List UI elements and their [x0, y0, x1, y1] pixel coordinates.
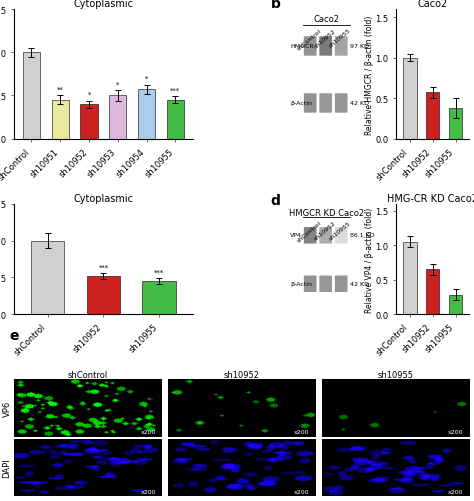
Text: **: ** — [57, 86, 64, 92]
Text: x200: x200 — [141, 488, 156, 493]
Text: x200: x200 — [141, 429, 156, 434]
Bar — [23, 53, 40, 139]
Bar — [403, 59, 417, 139]
Text: *: * — [145, 76, 148, 82]
Text: d: d — [271, 193, 281, 207]
Title: Cytoplasmic: Cytoplasmic — [73, 194, 134, 204]
Bar — [81, 105, 98, 139]
Bar — [31, 241, 64, 315]
Bar — [138, 90, 155, 139]
Y-axis label: Relative HMGCR / β-actin (fold): Relative HMGCR / β-actin (fold) — [365, 15, 374, 134]
Text: shControl: shControl — [296, 28, 323, 51]
Text: 86.1 KD: 86.1 KD — [350, 233, 375, 238]
Y-axis label: VP6: VP6 — [2, 400, 11, 416]
Bar — [426, 270, 439, 315]
Y-axis label: DAPI: DAPI — [2, 457, 11, 477]
Text: VP4: VP4 — [290, 233, 302, 238]
FancyBboxPatch shape — [319, 276, 332, 293]
Text: HMGCR: HMGCR — [290, 44, 314, 49]
Bar — [449, 109, 463, 139]
Text: sh10955: sh10955 — [328, 28, 352, 49]
Text: sh10952: sh10952 — [313, 220, 337, 241]
FancyBboxPatch shape — [304, 276, 317, 293]
Text: β-Actin: β-Actin — [290, 281, 312, 286]
Text: ***: *** — [170, 87, 181, 93]
Text: HMGCR KD Caco2: HMGCR KD Caco2 — [289, 209, 364, 218]
Bar — [87, 277, 120, 315]
Text: sh10952: sh10952 — [313, 28, 337, 49]
Y-axis label: Relative VP4 / β-actin (fold): Relative VP4 / β-actin (fold) — [365, 207, 374, 312]
Text: β-Actin: β-Actin — [290, 101, 312, 106]
Text: x200: x200 — [294, 429, 310, 434]
Title: Caco2: Caco2 — [418, 0, 448, 9]
Title: Cytoplasmic: Cytoplasmic — [73, 0, 134, 9]
Text: ***: *** — [99, 264, 109, 270]
Text: 42 KD: 42 KD — [350, 281, 370, 286]
Text: *: * — [116, 81, 119, 87]
Text: e: e — [9, 328, 19, 342]
FancyBboxPatch shape — [319, 37, 332, 57]
FancyBboxPatch shape — [304, 94, 317, 113]
FancyBboxPatch shape — [335, 227, 347, 244]
Text: 97 KD: 97 KD — [350, 44, 370, 49]
FancyBboxPatch shape — [335, 37, 347, 57]
Text: *: * — [87, 92, 91, 98]
Text: b: b — [271, 0, 281, 11]
Text: x200: x200 — [448, 429, 464, 434]
Title: sh10955: sh10955 — [377, 370, 413, 379]
Text: 42 KD: 42 KD — [350, 101, 370, 106]
Text: Caco2: Caco2 — [313, 15, 339, 24]
FancyBboxPatch shape — [304, 37, 317, 57]
Bar — [167, 101, 184, 139]
Bar — [426, 93, 439, 139]
Bar — [52, 101, 69, 139]
Title: shControl: shControl — [68, 370, 108, 379]
Bar — [449, 295, 463, 315]
Text: shControl: shControl — [296, 220, 323, 243]
FancyBboxPatch shape — [304, 227, 317, 244]
FancyBboxPatch shape — [319, 227, 332, 244]
Text: x200: x200 — [448, 488, 464, 493]
FancyBboxPatch shape — [319, 94, 332, 113]
FancyBboxPatch shape — [335, 276, 347, 293]
Title: sh10952: sh10952 — [224, 370, 260, 379]
Bar — [109, 96, 127, 139]
Bar — [143, 282, 176, 315]
Title: HMG-CR KD Caco2: HMG-CR KD Caco2 — [387, 194, 474, 204]
FancyBboxPatch shape — [335, 94, 347, 113]
Text: sh10955: sh10955 — [328, 220, 352, 241]
Bar — [403, 242, 417, 315]
Text: x200: x200 — [294, 488, 310, 493]
Text: ***: *** — [154, 269, 164, 275]
